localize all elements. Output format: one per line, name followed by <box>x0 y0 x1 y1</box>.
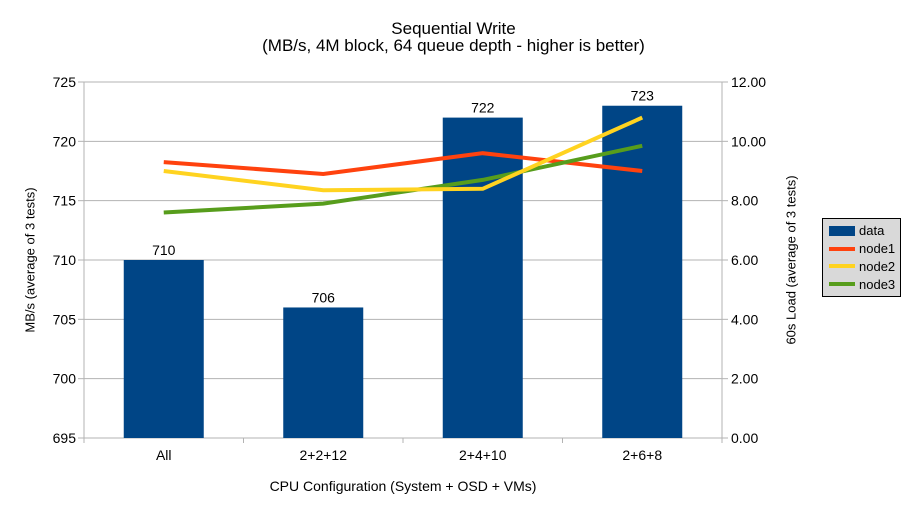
legend-label-node3: node3 <box>859 276 896 292</box>
bar-value-label: 710 <box>152 242 176 258</box>
left-tick-label: 720 <box>53 133 77 149</box>
legend-swatch-node3 <box>829 282 855 287</box>
left-tick-label: 710 <box>53 252 77 268</box>
left-tick-label: 725 <box>53 74 77 90</box>
legend-swatch-node2 <box>829 264 855 269</box>
legend: data node1 node2 node3 <box>822 218 901 297</box>
left-tick-label: 700 <box>53 371 77 387</box>
category-label: 2+6+8 <box>622 447 662 463</box>
bar-data <box>123 260 204 438</box>
left-axis-title: MB/s (average of 3 tests) <box>22 187 38 333</box>
category-label: 2+2+12 <box>300 447 348 463</box>
right-tick-label: 2.00 <box>731 371 758 387</box>
bar-data <box>283 307 364 438</box>
legend-swatch-data <box>829 225 855 236</box>
legend-item-node2: node2 <box>829 260 898 273</box>
right-tick-label: 12.00 <box>731 74 766 90</box>
bar-value-label: 706 <box>312 289 336 305</box>
legend-label-node1: node1 <box>859 241 896 257</box>
line-node1 <box>163 151 643 176</box>
line-node2 <box>163 115 644 193</box>
chart-subtitle: (MB/s, 4M block, 64 queue depth - higher… <box>262 36 645 55</box>
bar-value-label: 723 <box>631 88 655 104</box>
right-tick-label: 6.00 <box>731 252 758 268</box>
category-label: All <box>156 447 172 463</box>
right-tick-label: 4.00 <box>731 311 758 327</box>
left-tick-label: 715 <box>53 193 77 209</box>
legend-item-data: data <box>829 224 898 237</box>
category-label: 2+4+10 <box>459 447 507 463</box>
legend-swatch-node1 <box>829 246 855 251</box>
bar-data <box>602 105 683 438</box>
legend-label-data: data <box>859 223 885 239</box>
right-tick-label: 8.00 <box>731 193 758 209</box>
left-tick-label: 695 <box>53 430 77 446</box>
left-tick-label: 705 <box>53 311 77 327</box>
legend-item-node3: node3 <box>829 278 898 291</box>
bar-value-label: 722 <box>471 100 495 116</box>
chart-title: Sequential Write <box>391 19 516 38</box>
x-axis-title: CPU Configuration (System + OSD + VMs) <box>269 478 537 494</box>
legend-label-node2: node2 <box>859 258 896 274</box>
legend-item-node1: node1 <box>829 242 898 255</box>
right-axis-title: 60s Load (average of 3 tests) <box>783 175 799 345</box>
line-node3 <box>163 143 643 215</box>
right-tick-label: 0.00 <box>731 430 758 446</box>
right-tick-label: 10.00 <box>731 133 766 149</box>
bar-data <box>442 117 523 438</box>
